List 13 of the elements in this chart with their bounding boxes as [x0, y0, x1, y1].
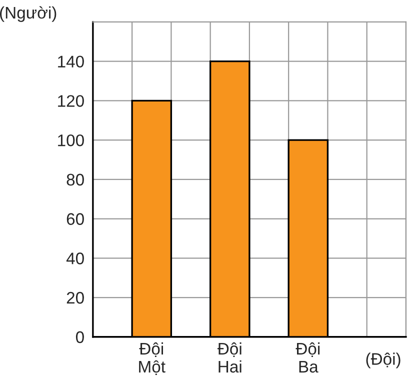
y-tick-label: 60 [66, 213, 84, 225]
x-axis-title: (Đội) [366, 352, 400, 368]
y-tick-label: 140 [58, 56, 84, 68]
y-axis-title: (Người) [0, 6, 56, 22]
y-tick-label: 20 [66, 292, 84, 304]
y-tick-label: 80 [66, 174, 84, 186]
y-tick-label: 100 [58, 134, 84, 146]
y-tick-label: 40 [66, 252, 84, 264]
y-tick-label: 0 [76, 331, 84, 344]
x-tick-label: Đội Ba [296, 342, 320, 373]
x-tick-label: Đội Hai [217, 342, 242, 373]
x-tick-label: Đội Một [139, 342, 166, 375]
y-tick-label: 120 [58, 95, 84, 107]
